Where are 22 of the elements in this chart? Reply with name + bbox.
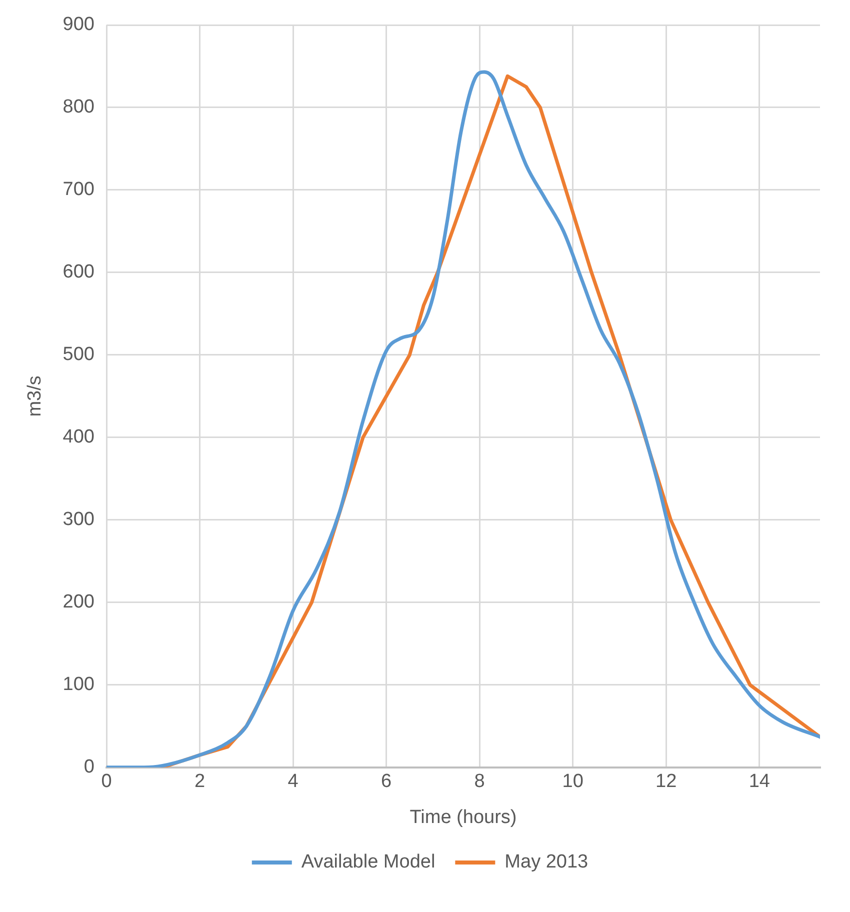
y-tick-label: 0: [84, 756, 94, 778]
y-tick-label: 600: [62, 262, 94, 283]
y-tick-label: 400: [62, 426, 94, 448]
x-tick-label: 6: [381, 771, 392, 792]
y-tick-label: 300: [62, 509, 94, 530]
y-tick-label: 700: [62, 179, 94, 200]
x-tick-label: 0: [101, 771, 112, 792]
y-tick-label: 200: [62, 592, 94, 613]
x-tick-label: 4: [288, 771, 299, 792]
x-tick-label: 2: [194, 771, 206, 792]
x-axis-title: Time (hours): [410, 806, 517, 828]
x-tick-label: 8: [474, 771, 485, 792]
y-tick-label: 800: [62, 96, 94, 118]
y-tick-label: 100: [62, 674, 94, 696]
x-tick-label: 10: [562, 771, 584, 792]
legend-label: Available Model: [301, 852, 436, 873]
x-tick-label: 14: [748, 771, 770, 792]
y-tick-label: 500: [62, 344, 94, 366]
x-tick-label: 12: [656, 771, 677, 792]
y-axis-title: m3/s: [24, 376, 46, 417]
y-tick-label: 900: [62, 14, 94, 36]
legend-label: May 2013: [504, 852, 588, 873]
